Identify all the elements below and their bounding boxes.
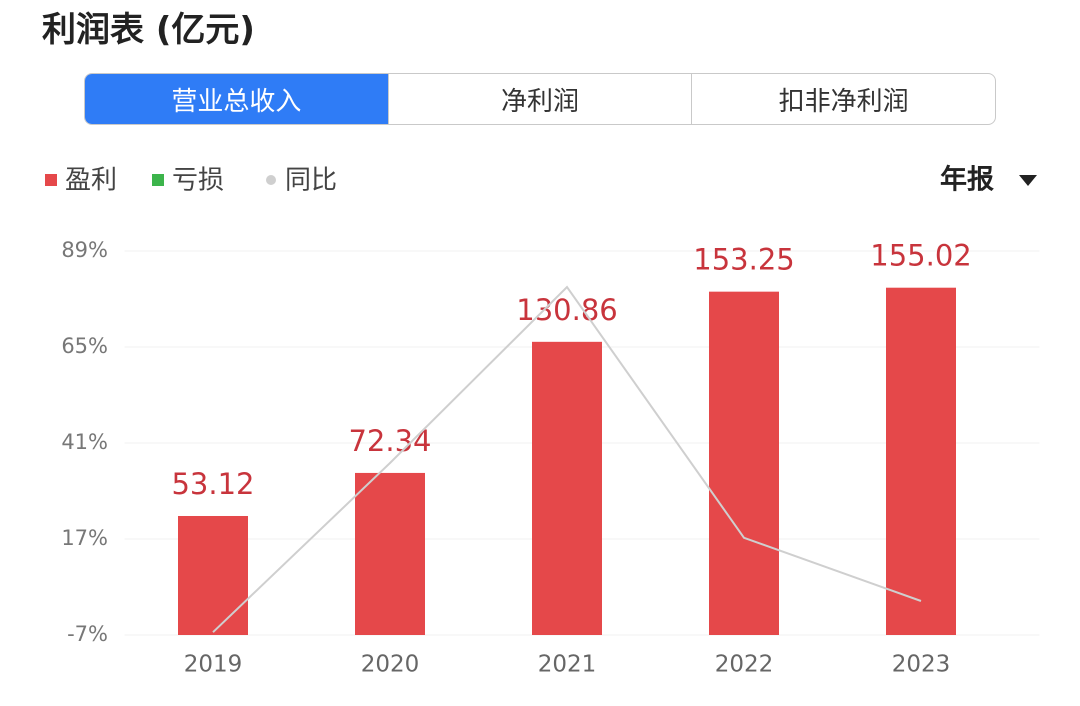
x-tick-label: 2020 [361, 652, 420, 678]
x-tick-label: 2022 [715, 652, 774, 678]
line [212, 285, 922, 633]
y-tick-label: 89% [61, 238, 108, 262]
bar [709, 291, 779, 635]
bar [886, 287, 956, 635]
data-label: 153.25 [693, 243, 794, 277]
period-selector[interactable]: 年报 [940, 164, 994, 196]
legend-marker [152, 174, 164, 186]
tab[interactable]: 营业总收入 [85, 74, 388, 124]
tab[interactable]: 净利润 [387, 74, 692, 124]
legend-marker [45, 174, 57, 186]
legend-label: 亏损 [172, 166, 224, 196]
data-label: 72.34 [348, 424, 431, 458]
data-label: 155.02 [870, 239, 971, 273]
y-tick-label: 65% [61, 334, 108, 358]
x-tick-label: 2019 [184, 652, 243, 678]
page-title: 利润表 (亿元) [42, 10, 255, 50]
x-tick-label: 2023 [892, 652, 951, 678]
y-tick-label: 17% [61, 526, 108, 550]
data-label: 53.12 [171, 467, 254, 501]
dropdown-arrow[interactable] [1019, 175, 1037, 186]
bar [178, 515, 248, 635]
x-tick-label: 2021 [538, 652, 597, 678]
tab-bar: 营业总收入 净利润 扣非净利润 [84, 73, 996, 125]
legend-marker [266, 175, 276, 185]
bar [532, 341, 602, 635]
y-tick-label: -7% [67, 622, 108, 646]
y-tick-label: 41% [61, 430, 108, 454]
bar [355, 472, 425, 635]
tab[interactable]: 扣非净利润 [691, 74, 995, 124]
legend-label: 同比 [285, 166, 337, 196]
legend-label: 盈利 [65, 166, 117, 196]
